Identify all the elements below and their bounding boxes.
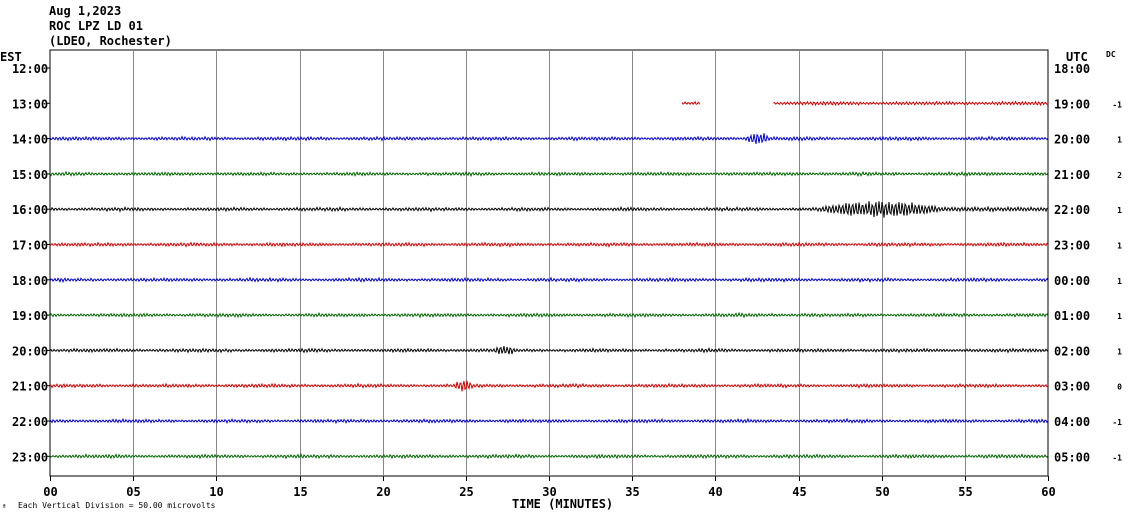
left-axis-label: EST — [0, 50, 22, 64]
dc-offset-value: 1 — [1117, 242, 1122, 251]
est-hour-label: 21:00 — [12, 380, 48, 394]
utc-hour-label: 22:00 — [1054, 203, 1090, 217]
seismic-trace-black — [49, 201, 1049, 218]
station-code: ROC LPZ LD 01 — [49, 19, 143, 33]
dc-label: DC — [1106, 50, 1116, 59]
est-hour-label: 23:00 — [12, 450, 48, 464]
est-hour-label: 18:00 — [12, 274, 48, 288]
est-hour-label: 19:00 — [12, 309, 48, 323]
vertical-division-note: Each Vertical Division = 50.00 microvolt… — [18, 501, 216, 510]
utc-hour-label: 19:00 — [1054, 97, 1090, 111]
x-tick-label: 60 — [1041, 485, 1055, 499]
station-date: Aug 1,2023 — [49, 4, 122, 18]
axis-labels: EST UTC DC TIME (MINUTES) Each Vertical … — [0, 50, 1122, 511]
seismic-trace-red — [49, 380, 1049, 392]
utc-hour-label: 03:00 — [1054, 380, 1090, 394]
x-tick-label: 05 — [126, 485, 140, 499]
est-hour-label: 13:00 — [12, 97, 48, 111]
est-hour-label: 16:00 — [12, 203, 48, 217]
x-tick-label: 00 — [43, 485, 57, 499]
utc-hour-label: 18:00 — [1054, 62, 1090, 76]
dc-offset-value: 1 — [1117, 312, 1122, 321]
seismic-trace-green — [49, 453, 1049, 460]
dc-offset-value: -1 — [1112, 418, 1122, 427]
dc-offset-value: 1 — [1117, 277, 1122, 286]
x-tick-label: 40 — [708, 485, 722, 499]
x-tick-label: 10 — [209, 485, 223, 499]
est-hour-label: 22:00 — [12, 415, 48, 429]
x-tick-label: 25 — [459, 485, 473, 499]
dc-offset-value: 0 — [1117, 383, 1122, 392]
grid-lines — [46, 49, 1049, 481]
x-tick-label: 35 — [625, 485, 639, 499]
seismic-trace-blue — [49, 276, 1049, 284]
dc-offset-value: 1 — [1117, 136, 1122, 145]
seismic-trace-green — [49, 311, 1049, 319]
seismic-trace-black — [49, 346, 1049, 355]
dc-offset-value: 2 — [1117, 171, 1122, 180]
seismic-trace-green — [49, 170, 1049, 178]
utc-hour-label: 00:00 — [1054, 274, 1090, 288]
est-hour-label: 15:00 — [12, 168, 48, 182]
utc-hour-label: 23:00 — [1054, 239, 1090, 253]
utc-hour-label: 01:00 — [1054, 309, 1090, 323]
est-hour-label: 12:00 — [12, 62, 48, 76]
dc-offset-value: -1 — [1112, 453, 1122, 462]
utc-hour-label: 05:00 — [1054, 450, 1090, 464]
utc-hour-label: 21:00 — [1054, 168, 1090, 182]
est-hour-label: 14:00 — [12, 133, 48, 147]
corner-mark-icon: ª — [2, 503, 6, 511]
dc-offset-value: 1 — [1117, 347, 1122, 356]
utc-hour-label: 20:00 — [1054, 133, 1090, 147]
est-hour-label: 17:00 — [12, 239, 48, 253]
seismic-traces — [49, 100, 1049, 460]
dc-offset-value: -1 — [1112, 100, 1122, 109]
x-tick-label: 55 — [958, 485, 972, 499]
est-hour-label: 20:00 — [12, 344, 48, 358]
seismic-trace-red — [773, 100, 1048, 107]
dc-offset-value: 1 — [1117, 206, 1122, 215]
seismic-trace-blue — [49, 133, 1049, 145]
seismic-trace-red — [681, 100, 701, 105]
x-tick-label: 45 — [792, 485, 806, 499]
utc-hour-label: 04:00 — [1054, 415, 1090, 429]
seismic-trace-blue — [49, 417, 1049, 425]
x-axis-title: TIME (MINUTES) — [512, 497, 613, 511]
x-tick-label: 15 — [293, 485, 307, 499]
x-tick-label: 20 — [376, 485, 390, 499]
station-network: (LDEO, Rochester) — [49, 34, 172, 48]
utc-hour-label: 02:00 — [1054, 344, 1090, 358]
x-tick-label: 30 — [542, 485, 556, 499]
x-tick-label: 50 — [875, 485, 889, 499]
right-axis-label: UTC — [1066, 50, 1088, 64]
seismic-trace-red — [49, 241, 1049, 248]
